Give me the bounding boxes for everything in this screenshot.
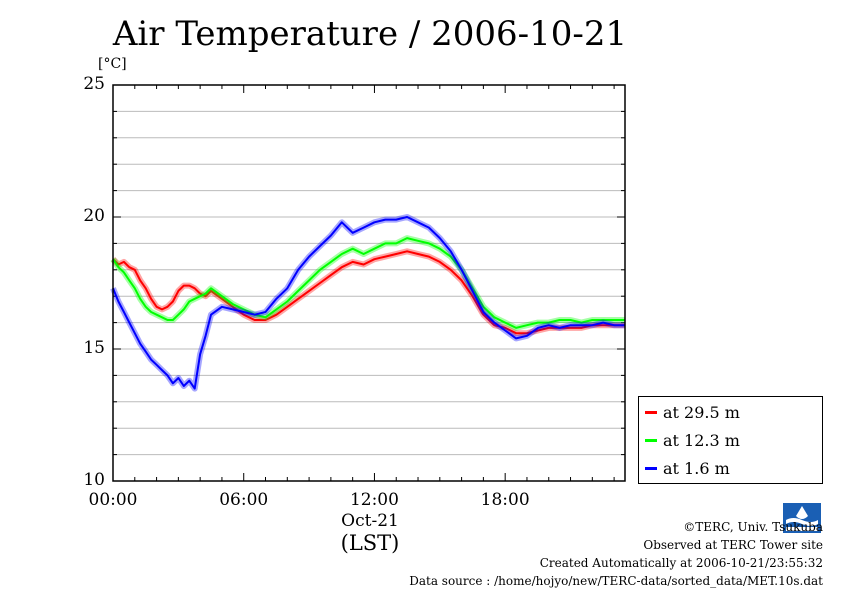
series-line-1 (112, 237, 625, 329)
legend-label: at 29.5 m (663, 403, 740, 422)
observed-text: Observed at TERC Tower site (643, 538, 823, 552)
legend-label: at 1.6 m (663, 459, 730, 478)
created-text: Created Automatically at 2006-10-21/23:5… (539, 556, 823, 570)
date-label: Oct-21 (341, 511, 399, 531)
x-tick-label: 00:00 (88, 490, 138, 510)
legend: at 29.5 m at 12.3 m at 1.6 m (638, 396, 823, 484)
legend-label: at 12.3 m (663, 431, 740, 450)
legend-swatch-blue (645, 467, 657, 470)
legend-item-12-3m: at 12.3 m (645, 431, 740, 450)
y-tick-label: 15 (83, 338, 105, 358)
terc-logo-icon (783, 503, 821, 533)
series-lines (110, 214, 625, 392)
gridlines (112, 84, 625, 482)
source-text: Data source : /home/hojyo/new/TERC-data/… (409, 574, 823, 588)
copyright-text: ©TERC, Univ. Tsukuba (683, 520, 823, 534)
x-tick-label: 12:00 (349, 490, 399, 510)
credits-block: ©TERC, Univ. Tsukuba Observed at TERC To… (409, 518, 823, 590)
y-tick-label: 10 (83, 470, 105, 490)
series-line-2 (112, 216, 625, 390)
x-axis-label: (LST) (340, 531, 400, 555)
plot-frame (112, 84, 626, 482)
x-tick-label: 06:00 (219, 490, 269, 510)
chart-title: Air Temperature / 2006-10-21 (112, 14, 628, 54)
y-tick-label: 25 (83, 74, 105, 94)
legend-item-1-6m: at 1.6 m (645, 459, 730, 478)
legend-swatch-red (645, 411, 657, 414)
legend-swatch-green (645, 439, 657, 442)
legend-item-29-5m: at 29.5 m (645, 403, 740, 422)
series-line-0 (112, 250, 625, 335)
x-tick-label: 18:00 (480, 490, 530, 510)
y-tick-label: 20 (83, 206, 105, 226)
y-axis-unit-label: [°C] (98, 56, 127, 72)
